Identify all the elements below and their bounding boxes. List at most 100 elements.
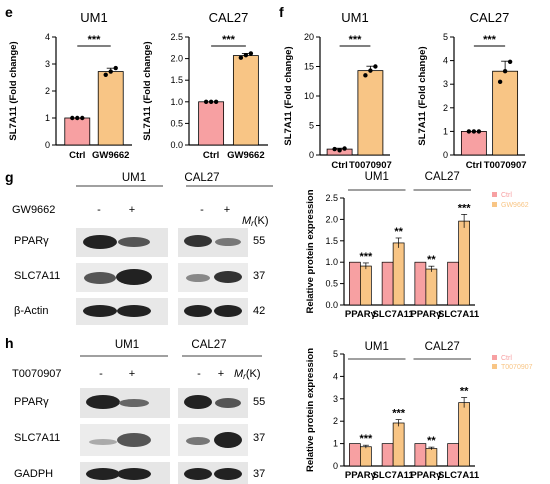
g-chart-y-tick-label: 1.0 (325, 257, 338, 267)
panel-label-e: e (5, 4, 13, 20)
h-chart-legend-label: T0070907 (501, 364, 533, 371)
h-chart-sig-label: ** (460, 386, 469, 398)
h-chart-y-tick-label: 2 (333, 416, 338, 426)
e2-data-point (238, 55, 244, 60)
g-chart-x-tick-label: PPARγ (410, 309, 442, 320)
blot-h-kd-37: 37 (253, 432, 265, 444)
h-chart-bar (381, 443, 394, 467)
e2-title: CAL27 (209, 10, 249, 25)
f2-x-tick-label: Ctrl (466, 160, 482, 171)
g-chart-legend-label: GW9662 (501, 202, 529, 209)
g-chart-group-label: UM1 (365, 171, 389, 183)
f2-data-point (476, 129, 482, 134)
e2-y-tick-label: 0.0 (170, 140, 183, 150)
e2-y-tick-label: 0.5 (170, 118, 183, 128)
e1-sig-label: *** (88, 34, 102, 46)
blot-g-band (118, 237, 150, 247)
f1-title: UM1 (341, 10, 368, 25)
g-chart-bar (414, 261, 427, 306)
f2-data-point (497, 79, 503, 85)
blot-h-sign-2: + (129, 368, 135, 380)
e1-bar (97, 71, 124, 146)
f2-y-tick-label: 1 (443, 126, 448, 136)
h-chart-y-tick-label: 4 (333, 371, 338, 381)
blot-g-band (83, 305, 117, 317)
f2-data-point (502, 69, 508, 74)
blot-h-cell-cal27: CAL27 (191, 339, 226, 351)
g-chart-sig-label: *** (458, 202, 472, 214)
f1-y-tick-label: 0 (309, 150, 314, 160)
blot-h-band (117, 433, 151, 447)
f1-y-tick-label: 20 (304, 32, 314, 42)
g-chart-x-tick-label: SLC7A11 (438, 309, 480, 320)
e1-y-tick-label: 2 (45, 86, 50, 96)
g-chart-legend-label: Ctrl (501, 192, 512, 199)
h-chart-y-tick-label: 3 (333, 394, 338, 404)
h-chart-sig-label: *** (359, 433, 373, 445)
blot-g-band (184, 235, 212, 247)
e1-data-point (108, 69, 113, 74)
blot-h-band (119, 399, 149, 407)
f1-y-tick-label: 15 (304, 62, 314, 72)
h-chart-y-tick-label: 1 (333, 439, 338, 449)
h-chart-y-tick-label: 5 (333, 349, 338, 359)
e2-y-tick-label: 1.5 (170, 75, 183, 85)
f1-data-point (337, 148, 342, 153)
h-chart-bar (425, 448, 438, 467)
f1-y-tick-label: 10 (304, 91, 314, 101)
h-chart-sig-label: *** (392, 408, 406, 420)
g-chart-legend-swatch (492, 202, 497, 207)
h-chart-bar (458, 402, 470, 467)
blot-h-cell-um1: UM1 (115, 339, 139, 351)
h-chart-y-tick-label: 0 (333, 461, 338, 471)
f1-sig-label: *** (349, 34, 363, 46)
blot-g-row-label-pparg: PPARγ (14, 235, 49, 247)
g-chart-x-tick-label: SLC7A11 (373, 309, 415, 320)
g-chart-y-tick-label: 2.5 (325, 193, 338, 203)
g-chart-legend-swatch (492, 192, 497, 197)
f1-data-point (332, 146, 337, 152)
h-chart-group-label: UM1 (365, 341, 389, 353)
e2-data-point (208, 99, 214, 105)
blot-h-band (215, 398, 241, 408)
blot-g-band (84, 272, 116, 284)
blot-g-band (214, 305, 242, 317)
blot-h-band (184, 395, 212, 409)
g-chart-bar (425, 268, 438, 306)
h-chart-bar (447, 443, 459, 467)
blot-g-row-label-actin: β-Actin (14, 305, 48, 317)
e2-data-point (213, 99, 219, 105)
f2-bar (492, 70, 519, 156)
f2-data-point (507, 59, 513, 64)
blot-g-cell-um1: UM1 (122, 172, 146, 184)
g-chart-bar (392, 242, 405, 306)
blot-h-band (186, 437, 210, 445)
g-chart-group-label: CAL27 (425, 171, 460, 183)
g-chart-x-tick-label: PPARγ (345, 309, 377, 320)
h-chart-y-axis-label: Relative protein expression (305, 348, 316, 472)
g-chart-bar (381, 261, 394, 306)
g-chart-bar (447, 261, 459, 306)
blot-h-row-label-pparg: PPARγ (14, 396, 49, 408)
f1-x-tick-label: Ctrl (331, 160, 347, 171)
h-chart-legend-label: Ctrl (501, 355, 512, 362)
f1-bar (357, 70, 384, 156)
e2-y-tick-label: 1.0 (170, 97, 183, 107)
f2-y-tick-label: 4 (443, 56, 448, 66)
blot-g-sign-3: - (200, 204, 204, 216)
blot-h-sign-4: + (218, 368, 224, 380)
g-chart-y-tick-label: 0.0 (325, 300, 338, 310)
blot-h-row-label-gadph: GADPH (14, 468, 53, 480)
blot-h-mr: Mr(K) (234, 368, 261, 381)
e2-sig-label: *** (222, 34, 236, 46)
g-chart-y-tick-label: 1.5 (325, 236, 338, 246)
blot-g-mr: Mr(K) (242, 215, 269, 228)
e1-x-tick-label: Ctrl (69, 150, 85, 161)
blot-h-sign-3: - (197, 368, 201, 380)
e2-data-point (243, 52, 249, 58)
blot-h-band (184, 468, 212, 480)
e1-bar (64, 117, 91, 146)
blot-h-sign-1: - (99, 368, 103, 380)
g-chart-y-tick-label: 0.5 (325, 279, 338, 289)
f2-y-tick-label: 5 (443, 32, 448, 42)
